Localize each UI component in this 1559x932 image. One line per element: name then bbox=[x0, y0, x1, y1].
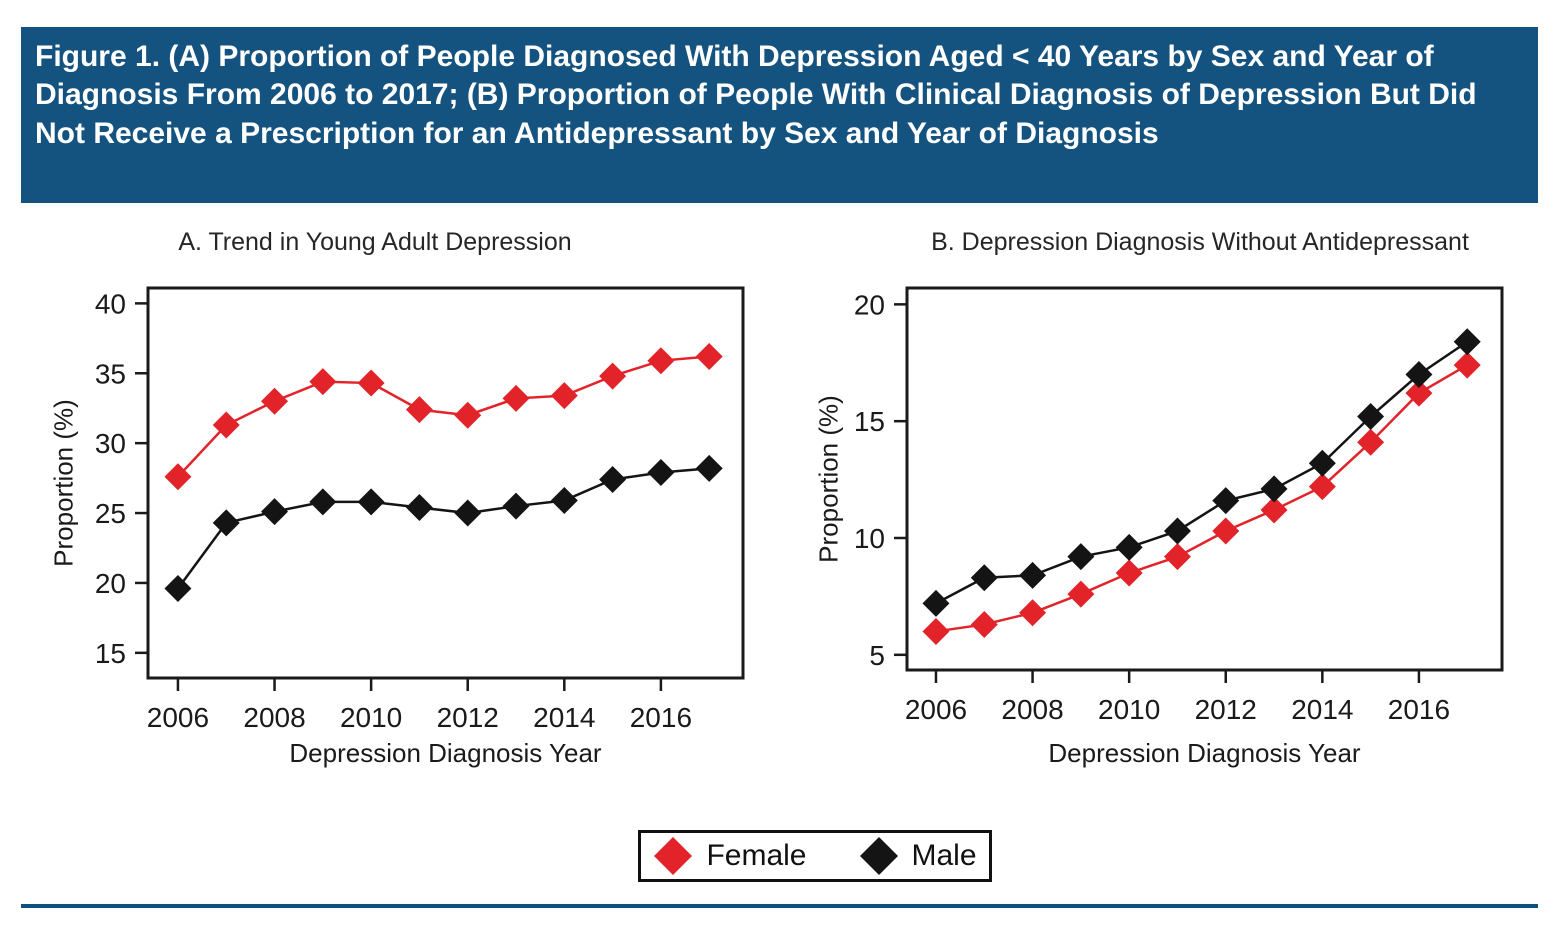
male-diamond-marker bbox=[1453, 328, 1481, 356]
y-tick-label: 20 bbox=[854, 289, 885, 320]
female-diamond-marker bbox=[550, 382, 578, 410]
female-diamond-icon bbox=[654, 837, 693, 875]
bottom-rule bbox=[21, 904, 1538, 908]
female-diamond-marker bbox=[1453, 351, 1481, 379]
x-tick-label: 2014 bbox=[1291, 694, 1353, 725]
male-diamond-marker bbox=[550, 486, 578, 514]
chart-a-plot: 15 20 25 30 35 40 2006 2008 2010 2012 2014 2016 bbox=[95, 286, 745, 733]
y-tick-label: 40 bbox=[95, 288, 126, 319]
x-tick-label: 2010 bbox=[1098, 694, 1160, 725]
plot-frame bbox=[905, 286, 1504, 672]
y-tick-label: 10 bbox=[854, 523, 885, 554]
female-diamond-marker bbox=[1357, 428, 1385, 456]
female-diamond-marker bbox=[1019, 599, 1047, 627]
panel-b-title: B. Depression Diagnosis Without Antidepr… bbox=[931, 228, 1469, 256]
male-diamond-marker bbox=[164, 575, 192, 603]
female-diamond-marker bbox=[922, 617, 950, 645]
x-tick-label: 2012 bbox=[437, 702, 499, 733]
male-diamond-marker bbox=[1357, 403, 1385, 431]
female-diamond-marker bbox=[1405, 379, 1433, 407]
female-diamond-marker bbox=[1308, 473, 1336, 501]
x-tick-label: 2008 bbox=[1001, 694, 1063, 725]
male-diamond-marker bbox=[599, 466, 627, 494]
female-diamond-marker bbox=[261, 387, 289, 415]
x-tick-label: 2012 bbox=[1195, 694, 1257, 725]
male-diamond-marker bbox=[695, 454, 723, 482]
x-tick-label: 2008 bbox=[243, 702, 305, 733]
x-tick-label: 2006 bbox=[147, 702, 209, 733]
male-series-line bbox=[176, 467, 710, 590]
y-tick-label: 15 bbox=[95, 638, 126, 669]
male-diamond-marker bbox=[1115, 533, 1143, 561]
male-diamond-marker bbox=[1212, 487, 1240, 515]
male-diamond-marker bbox=[357, 488, 385, 516]
female-diamond-marker bbox=[647, 347, 675, 375]
legend-label-male: Male bbox=[911, 839, 977, 872]
male-diamond-marker bbox=[1260, 475, 1288, 503]
legend: Female Male bbox=[638, 830, 992, 882]
male-diamond-marker bbox=[1308, 449, 1336, 477]
female-diamond-marker bbox=[1163, 543, 1191, 571]
x-tick-label: 2016 bbox=[630, 702, 692, 733]
male-diamond-marker bbox=[405, 493, 433, 521]
y-tick-label: 25 bbox=[95, 498, 126, 529]
male-diamond-marker bbox=[647, 459, 675, 487]
male-diamond-marker bbox=[1019, 561, 1047, 589]
chart-b-plot: 5 10 15 20 2006 2008 2010 2012 2014 2016 bbox=[854, 286, 1504, 725]
male-diamond-marker bbox=[454, 499, 482, 527]
female-diamond-marker bbox=[970, 610, 998, 638]
female-diamond-marker bbox=[695, 342, 723, 370]
male-diamond-marker bbox=[970, 564, 998, 592]
male-diamond-icon bbox=[859, 837, 898, 875]
figure-caption-banner: Figure 1. (A) Proportion of People Diagn… bbox=[21, 27, 1538, 203]
male-diamond-marker bbox=[1405, 360, 1433, 388]
y-tick-label: 30 bbox=[95, 428, 126, 459]
legend-item-female: Female bbox=[653, 836, 807, 876]
y-tick-label: 15 bbox=[854, 406, 885, 437]
female-diamond-marker bbox=[1212, 517, 1240, 545]
x-tick-label: 2016 bbox=[1388, 694, 1450, 725]
panel-a-title: A. Trend in Young Adult Depression bbox=[178, 228, 572, 256]
female-diamond-marker bbox=[502, 384, 530, 412]
female-diamond-marker bbox=[212, 411, 240, 439]
female-diamond-marker bbox=[599, 362, 627, 390]
y-tick-label: 5 bbox=[869, 640, 885, 671]
female-diamond-marker bbox=[454, 401, 482, 429]
panel-b-x-axis-label: Depression Diagnosis Year bbox=[1048, 738, 1361, 768]
male-diamond-marker bbox=[922, 589, 950, 617]
female-diamond-marker bbox=[164, 463, 192, 491]
male-diamond-marker bbox=[1067, 543, 1095, 571]
female-diamond-marker bbox=[1260, 496, 1288, 524]
female-series-line bbox=[177, 355, 710, 478]
female-diamond-marker bbox=[405, 396, 433, 424]
male-diamond-marker bbox=[212, 509, 240, 537]
plot-frame bbox=[146, 286, 745, 680]
male-diamond-marker bbox=[502, 492, 530, 520]
x-tick-label: 2010 bbox=[340, 702, 402, 733]
male-diamond-marker bbox=[309, 488, 337, 516]
male-diamond-marker bbox=[1163, 517, 1191, 545]
female-diamond-marker bbox=[1067, 580, 1095, 608]
y-tick-label: 35 bbox=[95, 358, 126, 389]
female-diamond-marker bbox=[357, 369, 385, 397]
legend-item-male: Male bbox=[859, 836, 977, 876]
legend-label-female: Female bbox=[706, 839, 807, 872]
male-diamond-marker bbox=[261, 498, 289, 526]
figure-title: Figure 1. (A) Proportion of People Diagn… bbox=[35, 40, 1477, 150]
x-tick-label: 2014 bbox=[533, 702, 595, 733]
male-series-line bbox=[935, 340, 1468, 605]
female-series-line bbox=[935, 364, 1468, 633]
panel-a-x-axis-label: Depression Diagnosis Year bbox=[289, 738, 602, 768]
female-diamond-marker bbox=[309, 368, 337, 396]
female-diamond-marker bbox=[1115, 559, 1143, 587]
y-tick-label: 20 bbox=[95, 568, 126, 599]
x-tick-label: 2006 bbox=[905, 694, 967, 725]
